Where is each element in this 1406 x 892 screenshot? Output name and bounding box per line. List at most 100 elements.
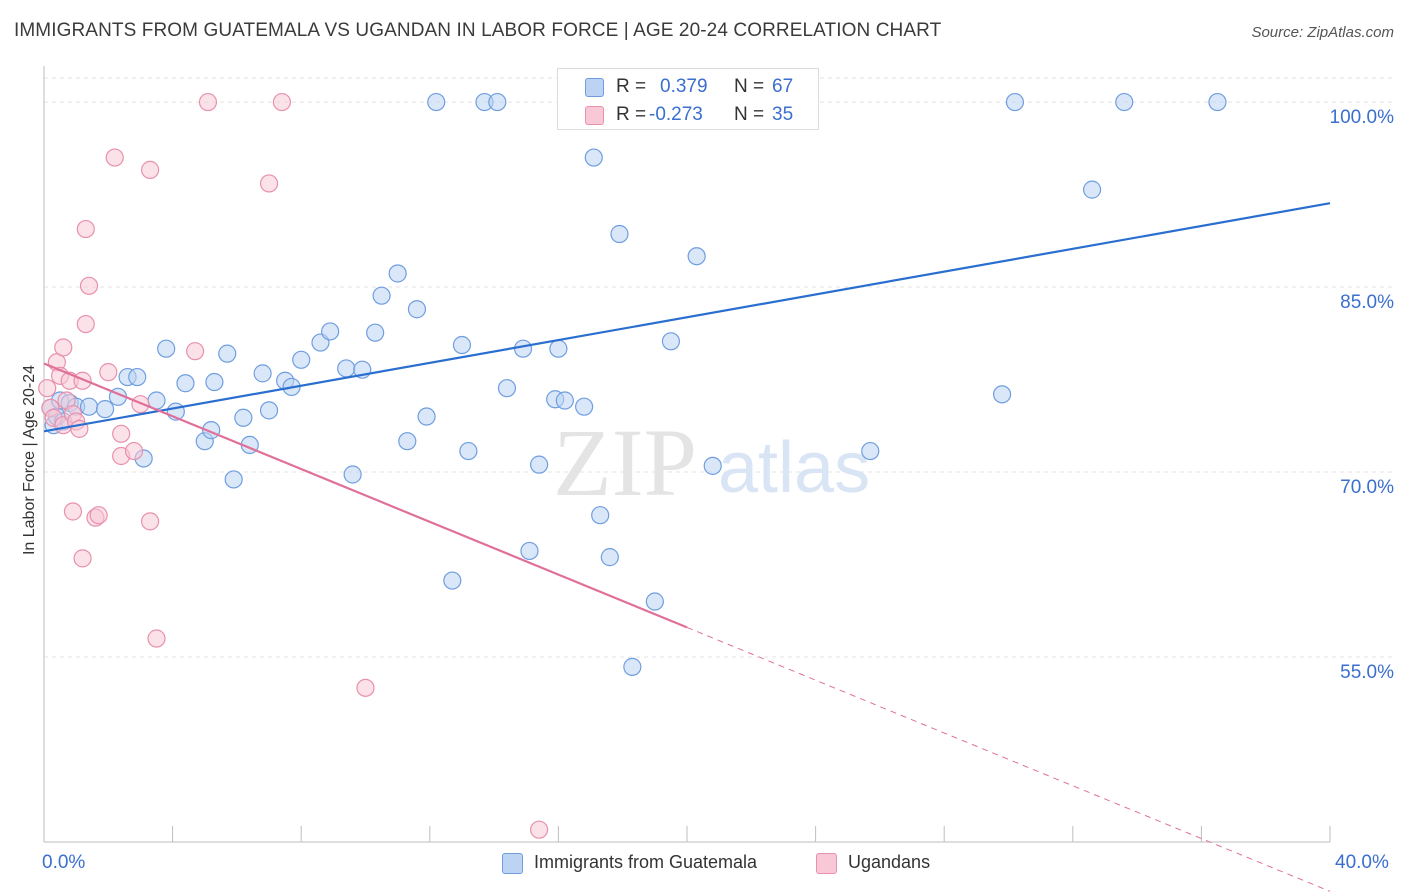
source-credit: Source: ZipAtlas.com <box>1251 24 1394 41</box>
legend-r-label: R = <box>616 76 647 97</box>
guatemala-point <box>610 224 629 244</box>
guatemala-point <box>224 470 243 489</box>
guatemala-point <box>407 300 427 319</box>
ugandans-point <box>38 379 57 398</box>
watermark-zip: ZIP <box>553 409 697 516</box>
ugandans-point <box>112 424 131 443</box>
guatemala-point <box>520 541 539 561</box>
legend-r-value: 0.379 <box>660 76 708 97</box>
guatemala-point <box>259 401 279 420</box>
guatemala-point <box>443 571 462 590</box>
ugandans-point <box>105 148 124 167</box>
ugandans-trend-extension <box>686 626 1331 892</box>
legend-r-label: R = <box>616 104 647 125</box>
guatemala-point <box>584 148 603 167</box>
ugandans-point <box>272 92 292 112</box>
guatemala-point <box>205 372 224 392</box>
ugandans-point <box>198 92 218 112</box>
guatemala-point <box>343 465 362 484</box>
guatemala-point <box>513 339 533 358</box>
guatemala-point <box>591 506 610 525</box>
x-tick-label-min: 0.0% <box>42 852 86 873</box>
legend-n-label: N = <box>734 104 765 125</box>
guatemala-point <box>417 407 436 426</box>
guatemala-point <box>1208 92 1227 112</box>
y-tick-label: 70.0% <box>1340 477 1394 499</box>
ugandans-point <box>99 363 118 382</box>
guatemala-point <box>497 379 517 398</box>
legend-label-ugandans: Ugandans <box>848 852 931 872</box>
y-axis-label: In Labor Force | Age 20-24 <box>21 364 38 556</box>
y-tick-label: 100.0% <box>1329 107 1394 129</box>
guatemala-point <box>459 441 478 461</box>
ugandans-trend-line <box>43 362 688 629</box>
guatemala-point <box>218 344 237 363</box>
legend-swatch-guatemala <box>502 853 523 874</box>
guatemala-point <box>452 335 472 355</box>
legend-swatch-ugandans <box>585 106 604 125</box>
legend-row-guatemala: R = 0.379 N = 67 <box>558 73 818 101</box>
guatemala-point <box>292 350 311 369</box>
guatemala-point <box>95 400 115 419</box>
guatemala-point <box>555 391 574 410</box>
ugandans-point <box>147 629 166 648</box>
guatemala-point <box>157 339 176 358</box>
guatemala-point <box>253 364 272 383</box>
guatemala-point <box>549 339 568 358</box>
ugandans-point <box>140 512 160 531</box>
guatemala-point <box>128 367 147 387</box>
guatemala-point <box>337 359 356 378</box>
correlation-legend: R = 0.379 N = 67 R = -0.273 N = 35 <box>557 68 819 130</box>
guatemala-point <box>645 592 664 611</box>
y-tick-label: 55.0% <box>1340 662 1394 684</box>
guatemala-point <box>234 408 253 427</box>
ugandans-point <box>89 506 108 525</box>
guatemala-point <box>398 432 417 451</box>
legend-swatch-ugandans <box>816 853 837 874</box>
guatemala-point <box>1005 92 1025 112</box>
ugandans-point <box>140 160 160 179</box>
guatemala-point <box>176 374 195 393</box>
ugandans-point <box>356 678 375 697</box>
legend-n-value: 67 <box>772 76 794 97</box>
guatemala-point <box>1115 92 1134 112</box>
legend-row-ugandans: R = -0.273 N = 35 <box>558 101 818 129</box>
series-guatemala-points <box>41 92 1227 676</box>
guatemala-point <box>1082 180 1102 199</box>
y-tick-label: 85.0% <box>1340 292 1394 314</box>
ugandans-point <box>259 174 279 193</box>
guatemala-point <box>623 657 642 676</box>
legend-r-value: -0.273 <box>649 104 703 125</box>
ugandans-point <box>124 441 144 461</box>
guatemala-point <box>600 548 619 567</box>
ugandans-point <box>186 342 205 361</box>
guatemala-point <box>366 323 385 342</box>
guatemala-point <box>530 455 549 474</box>
x-tick-label-max: 40.0% <box>1335 852 1389 873</box>
legend-n-value: 35 <box>772 104 794 125</box>
watermark-atlas: atlas <box>718 428 870 508</box>
guatemala-point <box>992 385 1012 404</box>
legend-n-label: N = <box>734 76 765 97</box>
guatemala-trend-line <box>43 202 1331 433</box>
legend-swatch-guatemala <box>585 78 604 97</box>
ugandans-point <box>73 549 92 568</box>
legend-label-guatemala: Immigrants from Guatemala <box>534 852 758 872</box>
ugandans-point <box>63 502 83 521</box>
ugandans-point <box>76 314 95 334</box>
guatemala-point <box>388 264 407 283</box>
guatemala-point <box>703 456 722 475</box>
guatemala-point <box>687 247 706 266</box>
guatemala-point <box>575 397 594 416</box>
axes <box>43 66 1331 843</box>
guatemala-point <box>427 92 446 112</box>
ugandans-point <box>54 338 73 357</box>
trend-lines <box>43 202 1331 892</box>
ugandans-point <box>530 820 549 839</box>
guatemala-point <box>488 92 507 112</box>
grid-lines <box>44 77 1395 658</box>
guatemala-point <box>661 332 681 351</box>
guatemala-point <box>321 322 340 341</box>
ugandans-point <box>79 276 99 295</box>
